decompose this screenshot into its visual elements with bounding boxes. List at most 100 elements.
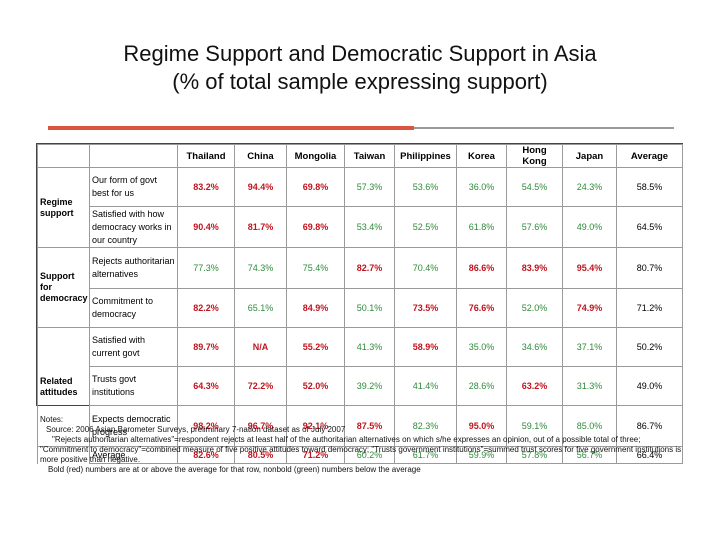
value-cell: 77.3% <box>177 247 235 289</box>
value-cell: 50.2% <box>616 327 683 367</box>
row-label: Commitment to democracy <box>89 288 178 328</box>
notes-legend: Bold (red) numbers are at or above the a… <box>48 465 421 474</box>
row-label: Rejects authoritarian alternatives <box>89 247 178 289</box>
value-cell: 65.1% <box>234 288 287 328</box>
value-cell: 74.9% <box>562 288 617 328</box>
notes-source: Source: 2006 Asian Barometer Surveys, pr… <box>46 425 346 434</box>
value-cell: 69.8% <box>286 206 345 248</box>
corner-cell-2 <box>89 144 178 168</box>
value-cell: 80.7% <box>616 247 683 289</box>
value-cell: 56.7% <box>562 446 617 464</box>
value-cell: 96.7% <box>234 405 287 447</box>
title-line-1: Regime Support and Democratic Support in… <box>123 41 597 66</box>
value-cell: 84.9% <box>286 288 345 328</box>
table-row: Expects democratic progress 98.2% 96.7% … <box>38 405 683 447</box>
value-cell: 90.4% <box>177 206 235 248</box>
value-cell: 53.4% <box>344 206 395 248</box>
slide-title: Regime Support and Democratic Support in… <box>0 40 720 96</box>
value-cell: 49.0% <box>562 206 617 248</box>
value-cell: 58.9% <box>394 327 457 367</box>
notes-block: Notes: Source: 2006 Asian Barometer Surv… <box>40 415 690 475</box>
table-row: Trusts govt institutions 64.3% 72.2% 52.… <box>38 366 683 406</box>
value-cell: 55.2% <box>286 327 345 367</box>
value-cell: 82.7% <box>344 247 395 289</box>
value-cell: 74.3% <box>234 247 287 289</box>
value-cell: 52.0% <box>506 288 563 328</box>
support-table: Thailand China Mongolia Taiwan Philippin… <box>37 144 683 464</box>
notes-definitions: "Rejects authoritarian alternatives"=res… <box>40 435 682 464</box>
value-cell: N/A <box>234 327 287 367</box>
value-cell: 64.3% <box>177 366 235 406</box>
table-row: Regime support Our form of govt best for… <box>37 167 683 248</box>
row-label: Satisfied with how democracy works in ou… <box>89 206 178 248</box>
value-cell: 39.2% <box>344 366 395 406</box>
col-header: Japan <box>562 144 617 168</box>
value-cell: 54.5% <box>506 167 563 207</box>
value-cell: 82.2% <box>177 288 235 328</box>
row-label: Average <box>89 446 178 464</box>
table-row: Commitment to democracy 82.2% 65.1% 84.9… <box>38 288 683 328</box>
value-cell: 52.5% <box>394 206 457 248</box>
value-cell: 85.0% <box>562 405 617 447</box>
value-cell: 41.3% <box>344 327 395 367</box>
value-cell: 76.6% <box>456 288 507 328</box>
table-row: Support for democracy Rejects authoritar… <box>37 247 683 328</box>
support-table-frame: Thailand China Mongolia Taiwan Philippin… <box>36 143 683 464</box>
value-cell: 31.3% <box>562 366 617 406</box>
value-cell: 57.6% <box>506 206 563 248</box>
col-header: Thailand <box>177 144 235 168</box>
group-label-regime: Regime support <box>37 167 90 248</box>
value-cell: 72.2% <box>234 366 287 406</box>
value-cell: 69.8% <box>286 167 345 207</box>
gray-divider <box>414 127 674 129</box>
value-cell: 57.8% <box>506 446 563 464</box>
value-cell: 66.4% <box>616 446 683 464</box>
value-cell: 82.3% <box>394 405 457 447</box>
row-label: Trusts govt institutions <box>89 366 178 406</box>
value-cell: 95.0% <box>456 405 507 447</box>
col-header: Korea <box>456 144 507 168</box>
value-cell: 95.4% <box>562 247 617 289</box>
value-cell: 57.3% <box>344 167 395 207</box>
value-cell: 37.1% <box>562 327 617 367</box>
value-cell: 53.6% <box>394 167 457 207</box>
col-header: Taiwan <box>344 144 395 168</box>
value-cell: 49.0% <box>616 366 683 406</box>
corner-cell <box>37 144 90 168</box>
row-label: Our form of govt best for us <box>89 167 178 207</box>
value-cell: 28.6% <box>456 366 507 406</box>
group-label-related: Related attitudes <box>37 327 90 447</box>
value-cell: 83.9% <box>506 247 563 289</box>
row-label: Satisfied with current govt <box>89 327 178 367</box>
group-label-democracy: Support for democracy <box>37 247 90 328</box>
value-cell: 59.1% <box>506 405 563 447</box>
value-cell: 89.7% <box>177 327 235 367</box>
value-cell: 98.2% <box>177 405 235 447</box>
header-row: Thailand China Mongolia Taiwan Philippin… <box>37 144 683 168</box>
value-cell: 70.4% <box>394 247 457 289</box>
value-cell: 36.0% <box>456 167 507 207</box>
row-label: Expects democratic progress <box>89 405 178 447</box>
value-cell: 24.3% <box>562 167 617 207</box>
value-cell: 86.6% <box>456 247 507 289</box>
value-cell: 92.1% <box>286 405 345 447</box>
col-header: Hong Kong <box>506 144 563 168</box>
col-header: Mongolia <box>286 144 345 168</box>
accent-divider <box>48 126 414 130</box>
value-cell: 61.7% <box>394 446 457 464</box>
value-cell: 71.2% <box>616 288 683 328</box>
notes-heading: Notes: <box>40 415 64 424</box>
value-cell: 64.5% <box>616 206 683 248</box>
title-line-2: (% of total sample expressing support) <box>172 69 548 94</box>
value-cell: 35.0% <box>456 327 507 367</box>
value-cell: 73.5% <box>394 288 457 328</box>
value-cell: 63.2% <box>506 366 563 406</box>
value-cell: 50.1% <box>344 288 395 328</box>
col-header: Philippines <box>394 144 457 168</box>
value-cell: 58.5% <box>616 167 683 207</box>
col-header: China <box>234 144 287 168</box>
value-cell: 41.4% <box>394 366 457 406</box>
value-cell: 61.8% <box>456 206 507 248</box>
value-cell: 87.5% <box>344 405 395 447</box>
table-row: Satisfied with how democracy works in ou… <box>38 206 683 248</box>
